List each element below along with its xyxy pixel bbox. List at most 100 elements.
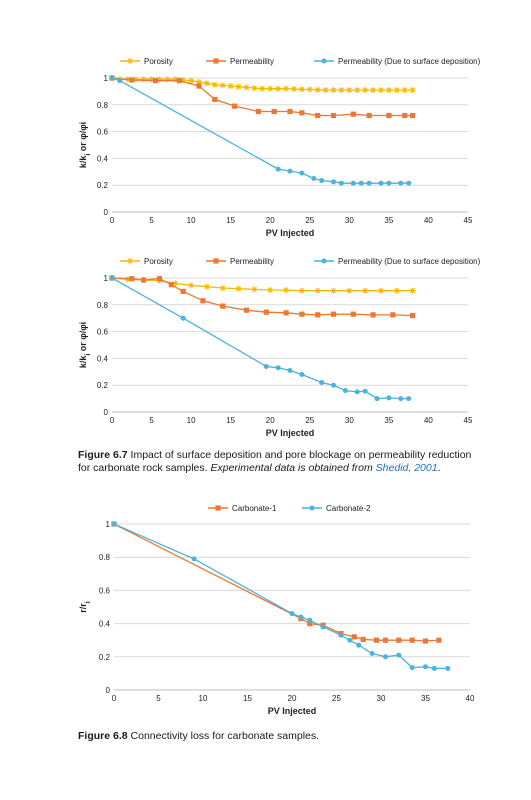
series-line	[113, 523, 448, 670]
data-point	[402, 112, 408, 119]
series-permeability-due-to-surface-deposition-	[109, 275, 412, 402]
data-point	[287, 108, 293, 115]
data-point	[377, 87, 384, 94]
data-point	[431, 665, 437, 671]
data-point	[330, 112, 337, 119]
data-point	[382, 654, 388, 660]
data-point	[196, 83, 202, 89]
figure-6-7-caption: Figure 6.7 Impact of surface deposition …	[78, 449, 478, 475]
data-point	[172, 76, 179, 83]
data-point	[299, 110, 305, 116]
y-tick-label: 0.2	[97, 381, 109, 390]
figure-6-8-label: Figure 6.8	[78, 730, 128, 742]
data-point	[251, 286, 258, 293]
figure-6-7-italic: Experimental data is obtained from	[210, 462, 373, 474]
data-point	[398, 180, 404, 186]
data-point	[436, 637, 442, 643]
x-tick-label: 15	[226, 416, 235, 425]
data-point	[342, 388, 348, 394]
legend-swatch-marker	[213, 58, 219, 64]
data-point	[109, 75, 115, 81]
data-point	[283, 310, 289, 316]
data-point	[401, 87, 408, 94]
data-point	[176, 78, 182, 84]
data-point	[267, 287, 274, 294]
data-point	[235, 83, 242, 90]
legend-entry: Porosity	[120, 257, 173, 266]
data-point	[319, 178, 325, 184]
data-point	[410, 112, 416, 119]
x-tick-label: 10	[187, 416, 196, 425]
series-line	[111, 77, 413, 117]
data-point	[180, 77, 187, 84]
data-point	[299, 311, 305, 317]
data-point	[406, 180, 412, 186]
x-tick-label: 45	[464, 216, 473, 225]
x-tick-label: 25	[332, 694, 341, 703]
y-axis-label-part: k/k	[78, 355, 88, 369]
legend-swatch-marker	[127, 258, 133, 264]
data-point	[141, 277, 147, 283]
data-point	[203, 283, 210, 290]
data-point	[287, 168, 293, 174]
data-point	[283, 85, 290, 92]
data-point	[232, 103, 238, 109]
x-axis-label: PV Injected	[266, 228, 315, 238]
x-tick-label: 40	[424, 216, 433, 225]
x-tick-label: 0	[110, 416, 115, 425]
legend-swatch-marker	[213, 258, 219, 264]
data-point	[180, 315, 186, 321]
legend-swatch-marker	[127, 58, 133, 64]
data-point	[290, 85, 297, 92]
data-point	[338, 180, 344, 186]
data-point	[346, 287, 353, 294]
data-point	[299, 371, 305, 377]
x-tick-label: 45	[464, 416, 473, 425]
data-point	[374, 396, 380, 402]
data-point	[378, 180, 384, 186]
data-point	[386, 395, 392, 401]
data-point	[243, 307, 250, 313]
data-point	[188, 77, 195, 84]
y-axis-label: k/ki or φ/φi	[78, 322, 92, 368]
y-axis-label: k/ki or φ/φi	[78, 122, 92, 168]
data-point	[299, 170, 305, 176]
y-tick-label: 0.8	[99, 553, 111, 562]
data-point	[315, 312, 321, 318]
data-point	[385, 87, 392, 94]
x-tick-label: 15	[226, 216, 235, 225]
x-tick-label: 35	[384, 416, 393, 425]
y-tick-label: 0.4	[99, 620, 111, 629]
data-point	[370, 312, 376, 318]
data-point	[369, 650, 375, 656]
y-axis-label-part: or φ/φi	[78, 122, 88, 154]
data-point	[350, 111, 356, 117]
data-point	[358, 180, 364, 186]
data-point	[314, 287, 321, 294]
y-axis-label-part: r/r	[78, 603, 88, 613]
data-point	[298, 287, 305, 294]
data-point	[168, 282, 174, 288]
data-point	[275, 166, 281, 172]
y-tick-label: 0.8	[97, 301, 109, 310]
y-tick-label: 1	[104, 274, 109, 283]
data-point	[140, 76, 147, 83]
series-line	[111, 277, 413, 317]
data-point	[227, 83, 234, 90]
figure-6-7-source-link[interactable]: Shedid, 2001	[375, 462, 438, 474]
legend-label: Permeability	[230, 257, 274, 266]
x-tick-label: 35	[421, 694, 430, 703]
data-point	[307, 621, 313, 627]
data-point	[377, 287, 384, 294]
data-point	[347, 637, 353, 643]
data-point	[410, 312, 416, 319]
y-tick-label: 0	[106, 686, 111, 695]
x-tick-label: 35	[384, 216, 393, 225]
data-point	[203, 80, 210, 87]
data-point	[156, 76, 163, 83]
data-point	[396, 637, 402, 643]
data-point	[283, 287, 290, 294]
x-tick-label: 5	[149, 216, 154, 225]
data-point	[311, 176, 317, 181]
